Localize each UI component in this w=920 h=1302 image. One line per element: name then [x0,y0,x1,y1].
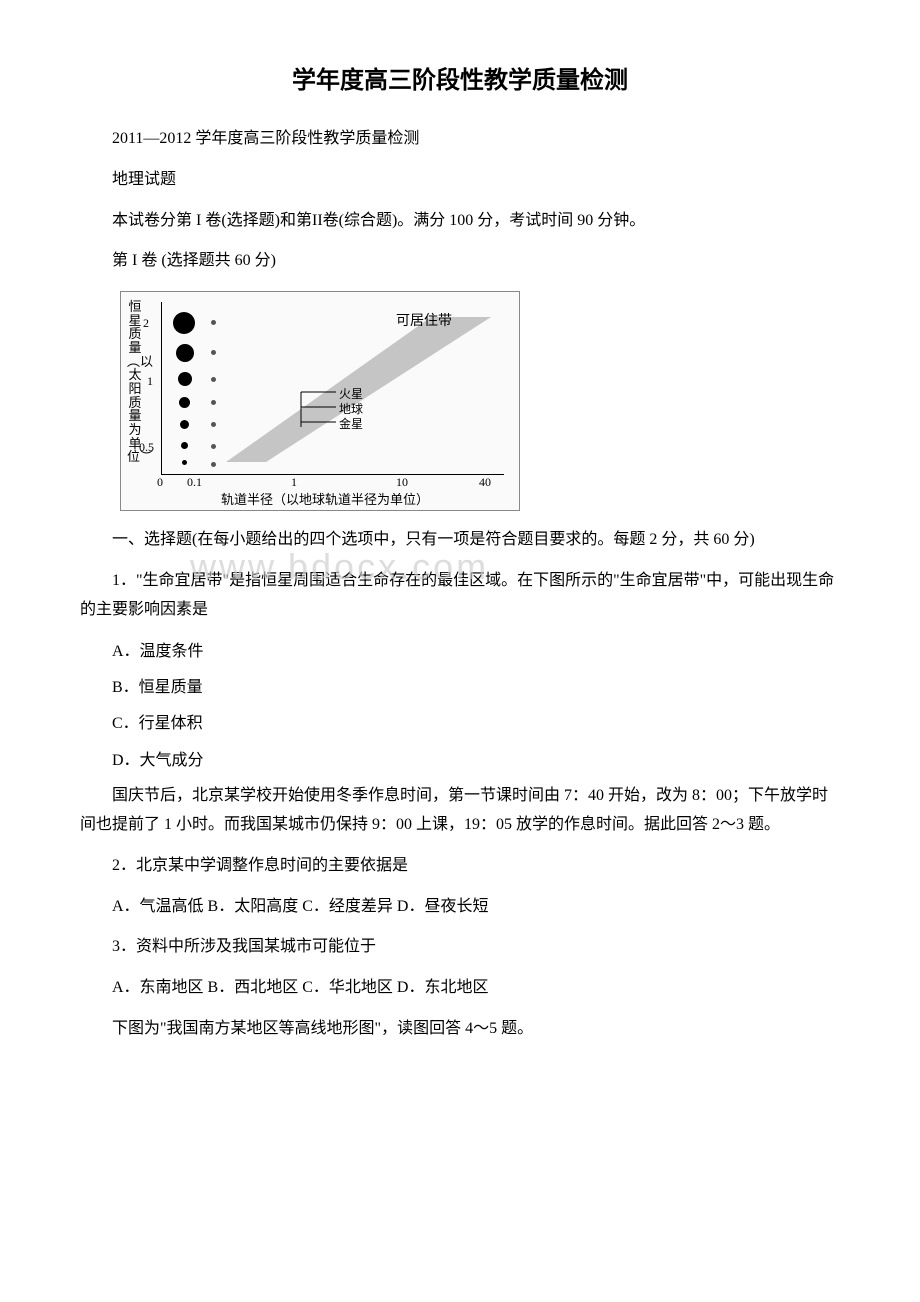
chart-ytick-0: 0.5 [139,440,154,455]
intro-scoring: 本试卷分第 I 卷(选择题)和第II卷(综合题)。满分 100 分，考试时间 9… [80,207,840,236]
chart-star [176,344,194,362]
chart-x-axis-label: 轨道半径（以地球轨道半径为单位） [221,489,429,508]
chart-xtick-0: 0 [157,475,163,490]
question-3-text: 3．资料中所涉及我国某城市可能位于 [80,933,840,962]
habitable-zone-chart: 恒星质量︵以太阳质量为单位︶ 可居住带 2 1 0.5 0 0.1 1 10 4… [120,291,520,511]
chart-planet-dot [211,462,216,467]
chart-star [178,372,192,386]
chart-x-axis [161,474,504,475]
chart-planet-dot [211,350,216,355]
chart-star [182,460,187,465]
q4-intro: 下图为"我国南方某地区等高线地形图"，读图回答 4～5 题。 [80,1015,840,1044]
section-intro: 一、选择题(在每小题给出的四个选项中，只有一项是符合题目要求的。每题 2 分，共… [48,526,840,555]
question-1-text: 1．"生命宜居带"是指恒星周围适合生命存在的最佳区域。在下图所示的"生命宜居带"… [48,567,840,625]
q1-option-a: A．温度条件 [80,637,840,667]
q2-options: A．气温高低 B．太阳高度 C．经度差异 D．昼夜长短 [80,893,840,922]
chart-band-label: 可居住带 [396,310,452,330]
q1-option-d: D．大气成分 [80,746,840,776]
chart-planet-dot [211,400,216,405]
q3-options: A．东南地区 B．西北地区 C．华北地区 D．东北地区 [80,974,840,1003]
chart-planet-dot [211,444,216,449]
intro-part1: 第 I 卷 (选择题共 60 分) [80,247,840,276]
chart-xtick-3: 10 [396,475,408,490]
chart-planet-dot [211,320,216,325]
q2-scenario: 国庆节后，北京某学校开始使用冬季作息时间，第一节课时间由 7：40 开始，改为 … [80,782,840,840]
subtitle-subject: 地理试题 [80,166,840,195]
chart-ytick-1: 1 [147,374,153,389]
chart-planet-dot [211,377,216,382]
chart-star [181,442,188,449]
question-2-text: 2．北京某中学调整作息时间的主要依据是 [80,852,840,881]
chart-star [180,420,189,429]
chart-ytick-2: 2 [143,316,149,331]
chart-planet-venus: 金星 [339,415,363,432]
chart-star [173,312,195,334]
q1-option-c: C．行星体积 [80,709,840,739]
page-title: 学年度高三阶段性教学质量检测 [80,60,840,95]
chart-xtick-4: 40 [479,475,491,490]
page-content: 学年度高三阶段性教学质量检测 2011—2012 学年度高三阶段性教学质量检测 … [80,60,840,1044]
chart-planet-dot [211,422,216,427]
chart-xtick-1: 0.1 [187,475,202,490]
q1-option-b: B．恒星质量 [80,673,840,703]
subtitle-year: 2011—2012 学年度高三阶段性教学质量检测 [80,125,840,154]
chart-star [179,397,190,408]
chart-y-axis [161,302,162,475]
section-with-watermark: www.bdocx.com 一、选择题(在每小题给出的四个选项中，只有一项是符合… [80,526,840,624]
chart-xtick-2: 1 [291,475,297,490]
